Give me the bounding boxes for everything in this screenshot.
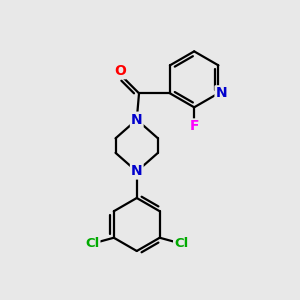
Text: O: O xyxy=(114,64,126,78)
Text: N: N xyxy=(131,164,142,178)
Text: Cl: Cl xyxy=(174,237,188,250)
Text: F: F xyxy=(189,119,199,134)
Text: N: N xyxy=(215,86,227,100)
Text: N: N xyxy=(131,113,142,127)
Text: Cl: Cl xyxy=(85,237,99,250)
